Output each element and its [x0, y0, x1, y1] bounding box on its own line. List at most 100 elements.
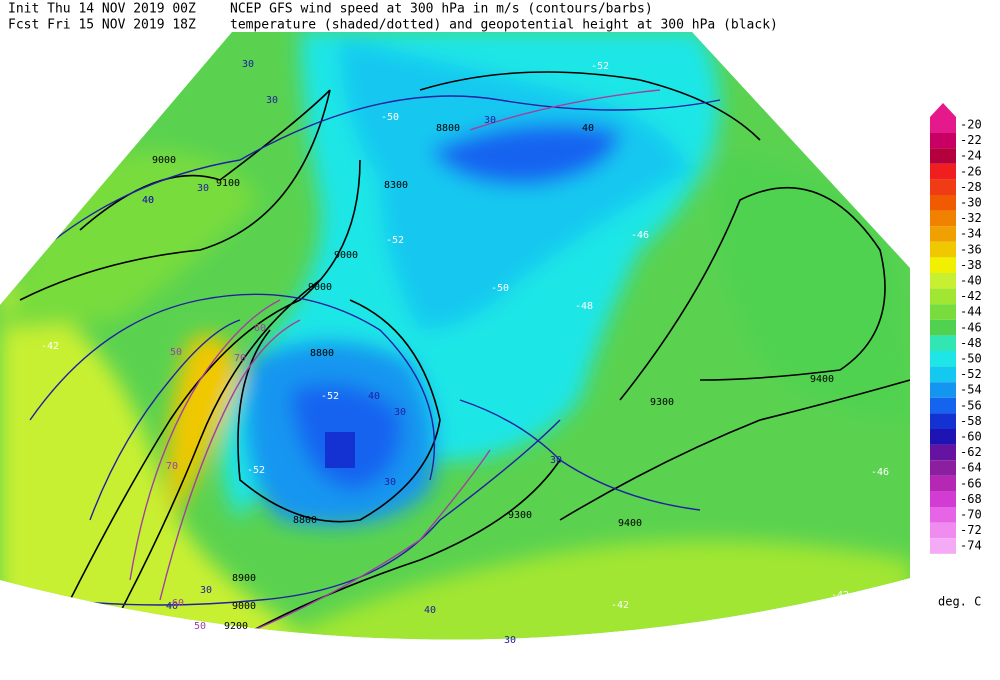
colorbar-label: -50 — [960, 352, 982, 366]
contour-label: -48 — [575, 301, 593, 312]
colorbar-label: -60 — [960, 430, 982, 444]
contour-label: -52 — [386, 235, 404, 246]
colorbar-swatch — [930, 195, 956, 211]
contour-label: 9100 — [216, 178, 240, 189]
contour-label: 9400 — [810, 374, 834, 385]
contour-label: 40 — [142, 195, 154, 206]
contour-label: 9000 — [334, 250, 358, 261]
colorbar-swatch — [930, 335, 956, 351]
colorbar-label: -42 — [960, 289, 982, 303]
colorbar-swatch — [930, 413, 956, 429]
contour-label: 40 — [166, 601, 178, 612]
map — [0, 32, 910, 640]
contour-label: -52 — [247, 465, 265, 476]
contour-label: 30 — [384, 477, 396, 488]
contour-label: 8800 — [436, 123, 460, 134]
colorbar-swatch — [930, 257, 956, 273]
contour-label: 70 — [234, 353, 246, 364]
colorbar-label: -32 — [960, 211, 982, 225]
map-labels: 30 30 8800 30 40 -50 -52 40 8300 9000 -52 9100 9000 4… — [41, 59, 889, 646]
colorbar-label: -28 — [960, 180, 982, 194]
contour-label: -46 — [631, 230, 649, 241]
contour-label: 30 — [484, 115, 496, 126]
colorbar-swatch — [930, 241, 956, 258]
contour-label: 40 — [368, 391, 380, 402]
colorbar-swatch — [930, 382, 956, 398]
contour-label: 60 — [254, 323, 266, 334]
contour-label: 9000 — [232, 601, 256, 612]
contour-label: 70 — [166, 461, 178, 472]
colorbar-label: -74 — [960, 539, 982, 553]
colorbar-swatch — [930, 304, 956, 320]
colorbar-label: -72 — [960, 523, 982, 537]
init-time: Init Thu 14 NOV 2019 00Z — [8, 2, 196, 17]
colorbar-label: -24 — [960, 149, 982, 163]
colorbar-swatch — [930, 538, 956, 554]
contour-label: 9300 — [650, 397, 674, 408]
contour-label: 40 — [424, 605, 436, 616]
title-line: temperature (shaded/dotted) and geopoten… — [230, 18, 778, 33]
colorbar-label: -22 — [960, 133, 982, 147]
contour-label: 9300 — [508, 510, 532, 521]
contour-label: 30 — [394, 407, 406, 418]
colorbar-label: -44 — [960, 305, 982, 319]
contour-label: -52 — [321, 391, 339, 402]
colorbar-swatch — [930, 117, 956, 133]
contour-label: 30 — [200, 585, 212, 596]
colorbar-label: -26 — [960, 164, 982, 178]
contour-label: 9000 — [152, 155, 176, 166]
colorbar-label: -34 — [960, 227, 982, 241]
contour-label: -42 — [831, 590, 849, 601]
contour-label: -42 — [41, 341, 59, 352]
colorbar-swatch — [930, 179, 956, 195]
contour-label: 8800 — [293, 515, 317, 526]
colorbar-swatch — [930, 132, 956, 149]
contour-label: 9000 — [308, 282, 332, 293]
contour-label: 9400 — [618, 518, 642, 529]
colorbar-label: -30 — [960, 196, 982, 210]
colorbar-label: -64 — [960, 461, 982, 475]
contour-label: 8300 — [384, 180, 408, 191]
contour-label: 40 — [142, 195, 154, 206]
contour-label: 30 — [242, 59, 254, 70]
colorbar-swatch — [930, 288, 956, 305]
colorbar-swatch — [930, 444, 956, 461]
contour-label: 60 — [172, 598, 184, 609]
contour-label: 8900 — [232, 573, 256, 584]
colorbar-label: -66 — [960, 476, 982, 490]
colorbar-label: -68 — [960, 492, 982, 506]
colorbar-label: -54 — [960, 383, 982, 397]
colorbar-swatch — [930, 366, 956, 383]
colorbar-swatch — [930, 148, 956, 164]
contour-label: 50 — [194, 621, 206, 632]
colorbar-label: -40 — [960, 274, 982, 288]
colorbar-swatch — [930, 507, 956, 523]
contour-label: -46 — [871, 467, 889, 478]
colorbar-swatch — [930, 475, 956, 492]
colorbar-swatch — [930, 491, 956, 507]
colorbar-label: -58 — [960, 414, 982, 428]
contour-label: -42 — [611, 600, 629, 611]
contour-label: -52 — [591, 61, 609, 72]
colorbar-swatch — [930, 522, 956, 539]
colorbar-label: -20 — [960, 118, 982, 132]
title-line: NCEP GFS wind speed at 300 hPa in m/s (c… — [230, 2, 653, 17]
contour-label: 8800 — [310, 348, 334, 359]
colorbar-swatch — [930, 273, 956, 289]
colorbar-swatch — [930, 429, 956, 445]
contour-label: 40 — [582, 123, 594, 134]
colorbar-swatch — [930, 319, 956, 336]
forecast-time: Fcst Fri 15 NOV 2019 18Z — [8, 18, 196, 33]
colorbar-label: -56 — [960, 398, 982, 412]
contour-label: -50 — [491, 283, 509, 294]
contour-label: 30 — [266, 95, 278, 106]
unit-label: deg. C — [938, 595, 981, 609]
contour-label: 30 — [197, 183, 209, 194]
colorbar-arrow — [930, 103, 956, 117]
contour-label: 30 — [550, 455, 562, 466]
colorbar-swatch — [930, 397, 956, 414]
colorbar-label: -46 — [960, 320, 982, 334]
colorbar-swatch — [930, 460, 956, 476]
colorbar-swatch — [930, 210, 956, 227]
